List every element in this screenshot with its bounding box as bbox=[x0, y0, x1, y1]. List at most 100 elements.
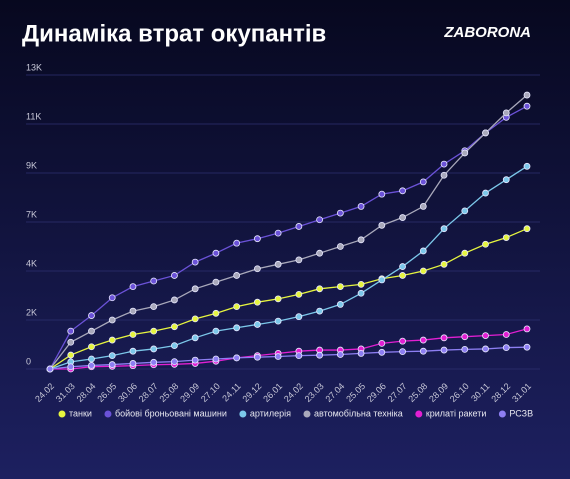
y-tick-label: 13K bbox=[26, 62, 42, 72]
data-point bbox=[482, 345, 489, 353]
data-point bbox=[253, 298, 261, 306]
data-point bbox=[502, 234, 510, 241]
legend-marker bbox=[239, 410, 247, 418]
data-point bbox=[399, 272, 406, 279]
data-point bbox=[274, 229, 282, 237]
data-point bbox=[461, 333, 469, 341]
data-point bbox=[295, 223, 303, 230]
data-point bbox=[212, 327, 220, 335]
data-point bbox=[129, 347, 137, 355]
data-point bbox=[336, 283, 344, 290]
data-point bbox=[440, 334, 448, 342]
data-point bbox=[378, 348, 386, 356]
data-point bbox=[274, 317, 282, 325]
y-tick-label: 0 bbox=[26, 356, 31, 366]
data-point bbox=[336, 301, 344, 308]
data-point bbox=[88, 362, 95, 369]
data-point bbox=[316, 216, 324, 224]
data-point bbox=[150, 277, 158, 285]
data-point bbox=[378, 221, 386, 229]
data-point bbox=[316, 249, 324, 257]
data-point bbox=[440, 346, 448, 354]
data-point bbox=[129, 283, 137, 290]
data-point bbox=[171, 296, 178, 304]
data-point bbox=[191, 334, 199, 342]
series-line bbox=[49, 346, 528, 370]
series-line bbox=[49, 165, 528, 370]
data-point bbox=[150, 345, 158, 353]
data-point bbox=[502, 344, 510, 352]
data-point bbox=[399, 187, 406, 195]
data-point bbox=[274, 295, 282, 303]
data-point bbox=[88, 355, 95, 363]
legend-label: РСЗВ bbox=[509, 408, 533, 418]
y-tick-label: 4K bbox=[26, 258, 37, 268]
legend-label: крилаті ракети bbox=[426, 408, 487, 418]
data-point bbox=[274, 353, 282, 360]
data-point bbox=[461, 207, 469, 215]
data-point bbox=[523, 102, 531, 110]
legend-label: артилерія bbox=[250, 408, 291, 418]
data-point bbox=[67, 363, 75, 371]
legend-marker bbox=[303, 410, 311, 418]
data-point bbox=[171, 272, 178, 279]
legend-marker bbox=[58, 410, 66, 418]
data-point bbox=[399, 214, 406, 221]
data-point bbox=[150, 303, 158, 311]
data-point bbox=[129, 307, 137, 315]
data-point bbox=[482, 240, 489, 248]
data-point bbox=[482, 332, 489, 339]
data-point bbox=[440, 225, 448, 233]
data-point bbox=[357, 236, 365, 244]
data-point bbox=[191, 258, 199, 266]
data-point bbox=[108, 361, 116, 368]
data-point bbox=[88, 343, 95, 351]
data-point bbox=[67, 327, 75, 335]
legend-label: бойові броньовані машини bbox=[115, 408, 227, 418]
data-point bbox=[419, 203, 427, 210]
data-point bbox=[88, 312, 95, 319]
data-point bbox=[336, 209, 344, 217]
data-point bbox=[316, 285, 324, 293]
data-point bbox=[482, 129, 489, 137]
data-point bbox=[274, 260, 282, 268]
data-point bbox=[461, 149, 469, 157]
data-point bbox=[440, 260, 448, 268]
data-point bbox=[399, 348, 406, 356]
data-point bbox=[461, 345, 469, 353]
data-point bbox=[253, 235, 261, 243]
data-point bbox=[191, 285, 199, 293]
data-point bbox=[502, 331, 510, 338]
data-point bbox=[419, 347, 427, 355]
legend-marker bbox=[415, 410, 423, 418]
y-tick-label: 9K bbox=[26, 160, 37, 170]
data-point bbox=[253, 353, 261, 361]
data-point bbox=[171, 323, 178, 331]
data-point bbox=[233, 354, 241, 362]
data-point bbox=[316, 351, 324, 359]
data-point bbox=[129, 360, 137, 367]
data-point bbox=[336, 243, 344, 250]
logo: ZABORONA bbox=[443, 24, 531, 41]
data-point bbox=[212, 355, 220, 363]
data-point bbox=[378, 190, 386, 198]
data-point bbox=[357, 280, 365, 288]
data-point bbox=[357, 289, 365, 297]
data-point bbox=[233, 303, 241, 311]
data-point bbox=[233, 239, 241, 247]
data-point bbox=[523, 343, 531, 351]
data-point bbox=[378, 339, 386, 347]
data-point bbox=[150, 327, 158, 335]
series-line bbox=[49, 105, 528, 370]
data-point bbox=[419, 178, 427, 186]
data-point bbox=[67, 338, 75, 346]
data-point bbox=[295, 256, 303, 264]
data-point bbox=[440, 171, 448, 179]
data-point bbox=[253, 265, 261, 273]
data-point bbox=[419, 336, 427, 344]
data-point bbox=[67, 351, 75, 359]
legend-label: танки bbox=[69, 408, 92, 418]
chart-title: Динаміка втрат окупантів bbox=[22, 20, 326, 47]
y-tick-label: 11K bbox=[26, 111, 41, 121]
data-point bbox=[419, 247, 427, 255]
